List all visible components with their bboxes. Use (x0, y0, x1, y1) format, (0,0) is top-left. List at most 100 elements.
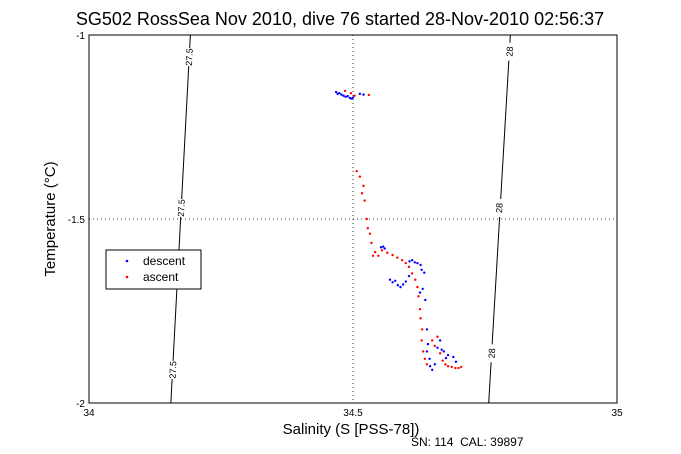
ascent-point (363, 199, 366, 202)
legend-marker-ascent (125, 275, 129, 279)
descent-point (420, 268, 423, 271)
descent-point (334, 90, 338, 94)
isopycnal-label-background (183, 47, 195, 67)
ascent-point (391, 253, 394, 257)
y-axis-label: Temperature (°C) (42, 161, 59, 276)
y-tick-minus-2: -2 (76, 399, 85, 410)
descent-point (433, 363, 437, 366)
descent-point (394, 279, 397, 283)
ascent-point (400, 259, 404, 262)
descent-point (408, 260, 411, 263)
descent-point (388, 278, 392, 281)
descent-point (358, 92, 362, 96)
ascent-point (422, 350, 425, 353)
ascent-point (436, 335, 439, 338)
descent-point (344, 95, 347, 99)
descent-point (442, 350, 446, 353)
descent-point (438, 339, 442, 342)
ascent-point (349, 91, 353, 95)
x-tick-35: 35 (611, 408, 623, 419)
descent-point (421, 287, 424, 291)
x-tick-34: 34 (83, 408, 95, 419)
ascent-point (416, 285, 419, 289)
ascent-point (441, 359, 444, 362)
ascent-point (362, 184, 365, 188)
descent-point (431, 368, 434, 372)
ascent-point (360, 192, 364, 195)
ascent-point (370, 241, 373, 245)
ascent-point (423, 357, 427, 361)
descent-point (362, 93, 365, 96)
isopycnal-layer: 27.5 27.5 27.5 28 28 28 (167, 34, 516, 404)
y-tick-minus-1: -1 (76, 31, 85, 42)
ascent-point (418, 307, 422, 311)
legend-marker-descent (125, 259, 129, 263)
descent-point (346, 94, 349, 98)
ascent-point (407, 265, 411, 269)
isopycnal-label: 28 (487, 348, 498, 359)
ascent-point (446, 365, 450, 368)
descent-point (342, 94, 345, 97)
isopycnal-label: 27.5 (176, 199, 187, 217)
ascent-point (438, 352, 442, 355)
x-axis-label: Salinity (S [PSS-78]) (283, 421, 420, 438)
isopycnal-label-background (493, 198, 505, 218)
descent-point (425, 350, 429, 353)
ascent-point (457, 366, 460, 370)
descent-point (399, 285, 402, 289)
ascent-point (460, 365, 463, 369)
ascent-point (380, 249, 384, 252)
ascent-point (358, 175, 362, 178)
descent-point (416, 261, 419, 265)
descent-point (340, 93, 343, 96)
descent-point (419, 263, 422, 267)
chart-title: SG502 RossSea Nov 2010, dive 76 started … (76, 9, 604, 29)
descent-point (410, 259, 414, 262)
ascent-point (420, 328, 424, 331)
isopycnal-label: 28 (494, 203, 505, 214)
ascent-point (353, 94, 356, 97)
ascent-point (425, 363, 429, 366)
ascent-point (343, 89, 347, 93)
descent-point (418, 291, 422, 294)
ascent-point (444, 363, 447, 366)
descent-point (401, 283, 405, 286)
points-layer (334, 89, 463, 372)
isopycnal-label: 27.5 (167, 361, 178, 379)
x-tick-34-5: 34.5 (343, 408, 363, 419)
descent-point (391, 281, 394, 284)
serial-calibration-footer: SN: 114 CAL: 39897 (411, 435, 524, 449)
descent-point (454, 360, 458, 363)
ascent-point (454, 366, 457, 370)
descent-point (424, 298, 427, 302)
isopycnal-label-background (486, 344, 498, 363)
isopycnal-line (488, 34, 511, 404)
descent-point (426, 342, 430, 346)
ascent-point (419, 317, 422, 320)
descent-point (396, 284, 400, 287)
isopycnal-label-background (175, 198, 187, 218)
ascent-point (420, 339, 423, 342)
descent-point (428, 365, 432, 368)
descent-point (381, 245, 385, 248)
legend-label-ascent: ascent (143, 270, 179, 284)
ascent-point (386, 251, 389, 255)
descent-point (404, 280, 407, 283)
isopycnal-label: 27.5 (184, 48, 195, 66)
plot-area: 27.5 27.5 27.5 28 28 28 (88, 34, 618, 404)
descent-point (436, 346, 439, 349)
ascent-point (410, 272, 414, 275)
isopycnal-line (170, 34, 191, 404)
ascent-point (450, 365, 453, 369)
descent-point (440, 348, 443, 351)
descent-point (444, 356, 448, 360)
descent-point (428, 357, 431, 361)
legend-box (105, 249, 202, 290)
ascent-point (373, 250, 377, 254)
isopycnal-label-background (167, 360, 179, 380)
ascent-point (355, 169, 358, 173)
descent-point (413, 261, 416, 264)
ascent-point (414, 278, 417, 281)
ascent-point (366, 227, 369, 230)
